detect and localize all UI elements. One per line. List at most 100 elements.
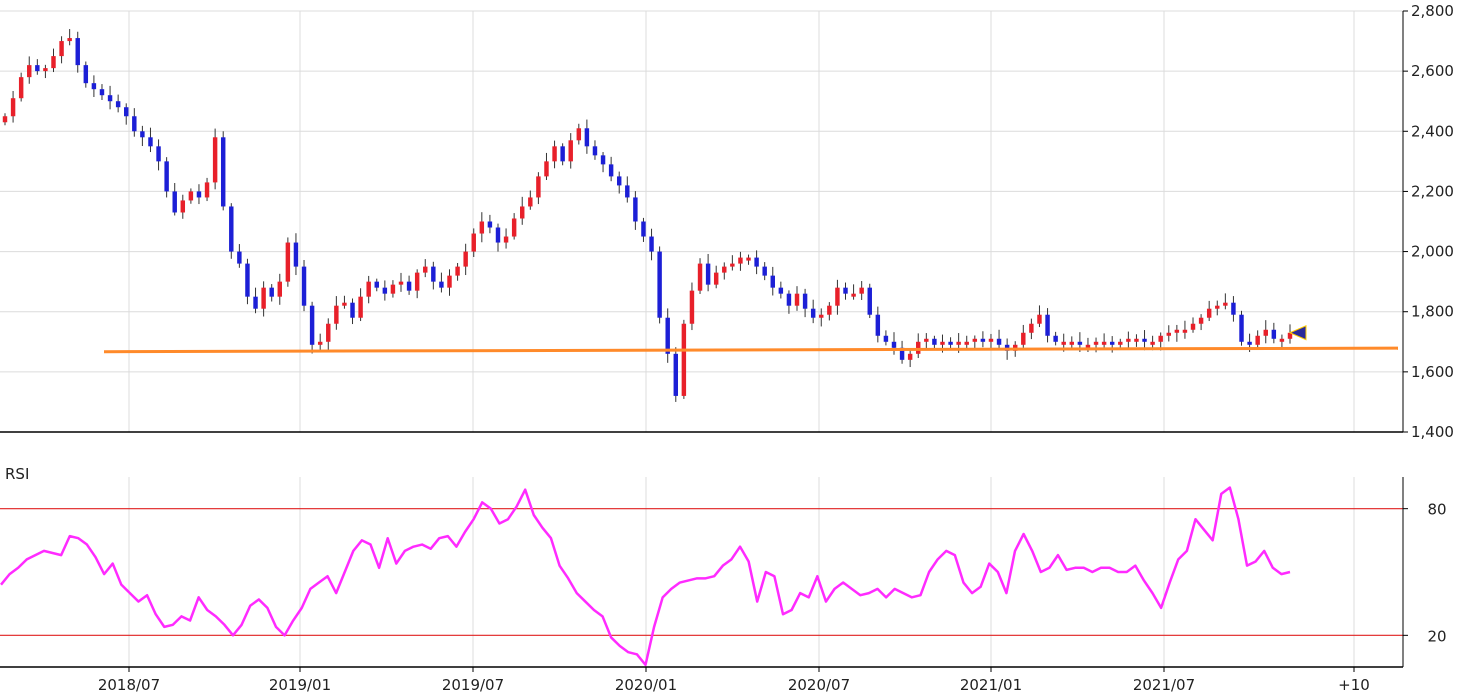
candle-body [875, 314, 881, 336]
candle-body [277, 281, 283, 297]
candle-body [285, 242, 291, 282]
candle-body [1109, 341, 1115, 345]
candle-body [27, 65, 32, 78]
candle-body [1198, 317, 1204, 324]
price-y-tick-label: 1,800 [1411, 303, 1454, 321]
candle-body [722, 266, 727, 273]
candle-body [1037, 314, 1042, 324]
candle-body [1077, 341, 1083, 345]
candle-body [996, 338, 1002, 345]
x-tick-label: 2021/01 [960, 676, 1022, 694]
price-y-tick-label: 1,600 [1411, 363, 1454, 381]
candle-body [1263, 329, 1268, 336]
candle-body [382, 287, 388, 294]
candle-body [172, 191, 177, 213]
candle-body [762, 266, 767, 276]
candle-body [156, 146, 161, 162]
candle-body [423, 266, 428, 273]
candle-body [810, 308, 816, 318]
candle-body [988, 338, 994, 342]
candle-body [1231, 302, 1236, 315]
candle-body [956, 341, 961, 345]
candle-body [940, 341, 945, 345]
candle-body [1061, 341, 1066, 345]
candle-body [972, 338, 978, 342]
candle-body [552, 146, 557, 162]
candle-body [99, 89, 105, 96]
candle-body [503, 236, 509, 243]
candle-body [681, 323, 687, 396]
candle-body [164, 161, 169, 192]
price-y-tick-label: 2,000 [1411, 243, 1454, 261]
candle-body [600, 155, 606, 165]
candle-body [317, 341, 323, 345]
candlestick-series [2, 29, 1293, 402]
candle-body [495, 227, 501, 243]
candle-body [107, 95, 113, 102]
candle-body [1239, 314, 1244, 342]
candle-body [1021, 332, 1026, 345]
candle-body [51, 56, 56, 69]
candle-body [883, 335, 889, 342]
candle-body [754, 257, 759, 267]
candle-body [778, 287, 784, 294]
candle-body [819, 314, 824, 318]
candle-body [1150, 341, 1155, 345]
candle-body [220, 137, 226, 207]
candle-body [916, 341, 921, 354]
candle-body [616, 176, 622, 186]
x-tick-label: 2019/07 [442, 676, 504, 694]
candle-body [705, 263, 711, 285]
candle-body [439, 281, 444, 288]
candle-body [463, 251, 468, 267]
x-axis-ticks: 2018/07 2019/01 2019/07 2020/01 2020/07 2021/… [98, 667, 1370, 694]
price-grid [0, 10, 1403, 433]
candle-body [487, 221, 493, 228]
candle-body [212, 137, 218, 183]
candle-body [390, 284, 396, 294]
candle-body [1206, 308, 1212, 318]
candle-body [18, 77, 24, 99]
candle-body [91, 83, 97, 90]
candle-body [746, 257, 751, 261]
candle-body [835, 287, 840, 306]
candle-body [625, 185, 630, 198]
candle-body [366, 281, 371, 297]
candle-body [447, 275, 452, 288]
price-y-tick-label: 1,400 [1411, 423, 1454, 441]
price-y-tick-label: 2,200 [1411, 182, 1454, 200]
candle-body [867, 287, 872, 315]
candle-body [269, 287, 274, 297]
candle-body [1271, 329, 1277, 339]
candle-body [673, 353, 679, 396]
candle-body [43, 68, 48, 72]
candle-body [592, 146, 598, 156]
candle-body [1085, 344, 1091, 348]
x-tick-label: 2018/07 [98, 676, 160, 694]
candle-body [1287, 332, 1293, 339]
candle-body [350, 302, 355, 318]
candle-body [188, 191, 194, 201]
candle-body [148, 137, 153, 147]
candle-body [196, 191, 202, 198]
candle-body [802, 293, 808, 309]
candle-body [237, 251, 242, 264]
candle-body [649, 236, 654, 252]
candle-body [1247, 341, 1252, 345]
candle-body [374, 281, 379, 288]
candle-body [115, 101, 121, 108]
price-panel: 1,400 1,600 1,800 2,000 2,200 2,400 2,600 2,800 [0, 2, 1454, 441]
candle-body [1166, 332, 1171, 336]
candle-body [1093, 341, 1099, 345]
candle-body [455, 266, 460, 276]
candle-body [1101, 341, 1107, 345]
candle-body [891, 341, 897, 348]
candle-body [326, 323, 331, 342]
candle-body [697, 263, 703, 291]
candle-body [665, 317, 670, 354]
candle-body [608, 164, 614, 177]
rsi-grid [128, 477, 1355, 667]
candle-body [786, 293, 792, 306]
candle-body [584, 128, 590, 147]
